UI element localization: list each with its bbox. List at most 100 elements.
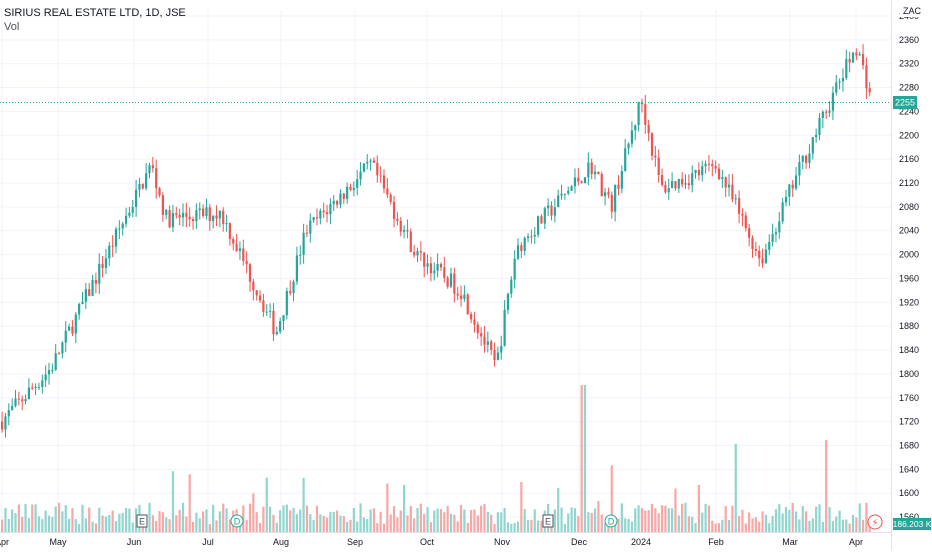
candle-body (339, 193, 342, 205)
candle-body (118, 228, 121, 230)
volume-bar (587, 512, 590, 532)
candle-body (758, 250, 761, 259)
volume-bar (590, 512, 593, 532)
volume-bar (205, 509, 208, 532)
candle-body (506, 293, 510, 310)
volume-bar (727, 520, 731, 532)
marker-glyph: E (139, 517, 145, 527)
candle-body (1, 421, 4, 430)
volume-bar (315, 505, 319, 532)
volume-bar (583, 385, 587, 532)
candle-body (279, 321, 282, 332)
candle-body (486, 341, 489, 345)
currency-label[interactable]: ZAC (900, 5, 924, 17)
volume-bar (128, 508, 131, 532)
candle-body (470, 314, 473, 320)
x-tick-label: Sep (347, 537, 363, 547)
volume-bar (671, 508, 674, 532)
candle-body (406, 229, 409, 232)
x-tick-label: Mar (782, 537, 798, 547)
volume-bar (292, 507, 295, 532)
candle-body (583, 177, 587, 184)
candle-body (222, 210, 225, 225)
volume-bar (399, 510, 402, 532)
time-axis[interactable]: Apr May Jun Jul Aug Sep Oct Nov Dec 2024 Feb Mar Apr (0, 537, 863, 547)
candle-body (600, 173, 603, 197)
candle-body (84, 289, 87, 302)
candle-body (748, 228, 751, 238)
candle-body (389, 194, 392, 202)
candle-body (573, 177, 577, 187)
volume-bar (222, 503, 225, 532)
candle-body (828, 110, 831, 113)
symbol-title[interactable]: SIRIUS REAL ESTATE LTD, 1D, JSE (4, 7, 186, 19)
candle-body (369, 160, 372, 162)
volume-bar (342, 516, 345, 532)
volume-bar (37, 516, 41, 532)
alert-button[interactable]: ⚡ (867, 514, 883, 530)
x-tick-label: Dec (571, 537, 588, 547)
candle-body (523, 237, 526, 251)
volume-bar (78, 524, 81, 532)
candle-body (68, 326, 71, 331)
volume-bar (366, 519, 369, 532)
volume-bar (506, 522, 510, 532)
volume-bar (674, 488, 677, 532)
candle-body (537, 216, 540, 235)
volume-bar (744, 523, 747, 532)
candle-body (413, 252, 416, 256)
volume-bar (245, 520, 248, 532)
lightning-icon: ⚡ (871, 518, 878, 529)
y-tick-label: 1720 (899, 417, 919, 427)
volume-bar (831, 521, 834, 532)
candle-body (208, 207, 211, 221)
candle-body (604, 192, 607, 197)
y-tick-label: 1840 (899, 345, 919, 355)
volume-bar (322, 515, 325, 532)
volume-bar (480, 505, 483, 532)
volume-bar (382, 523, 386, 532)
volume-bar (660, 505, 664, 532)
candle-body (848, 58, 851, 63)
volume-bar (202, 511, 205, 532)
volume-bar (329, 511, 332, 532)
candle-body (17, 398, 20, 400)
chart-legend: SIRIUS REAL ESTATE LTD, 1D, JSE Vol (4, 6, 186, 34)
candle-body (516, 245, 520, 259)
volume-bar (794, 511, 798, 532)
candle-body (295, 255, 298, 282)
dividend-marker: D (604, 514, 618, 528)
candle-body (195, 210, 198, 222)
volume-bar (493, 524, 496, 532)
candle-body (44, 374, 47, 381)
volume-bar (309, 514, 312, 532)
candle-body (292, 281, 295, 294)
volume-bar (731, 505, 734, 532)
volume-bar (88, 507, 91, 532)
candle-body (121, 223, 124, 229)
volume-bar (470, 510, 473, 532)
volume-bar (111, 510, 114, 532)
candle-body (205, 207, 208, 216)
candle-body (590, 162, 593, 175)
volume-bar (791, 502, 794, 532)
candle-body (309, 220, 312, 234)
earnings-marker: E (542, 514, 554, 528)
candle-body (788, 184, 791, 197)
candle-body (242, 248, 245, 261)
candle-body (761, 258, 764, 264)
marker-frame (230, 514, 244, 528)
candle-body (744, 215, 747, 229)
x-tick-label: Jun (127, 537, 142, 547)
volume-bar (392, 506, 396, 532)
volume-bar (4, 507, 7, 532)
volume-bar (738, 516, 741, 532)
volume-bar (861, 519, 865, 532)
candle-body (128, 212, 131, 216)
volume-bar (339, 515, 342, 532)
volume-bar (54, 506, 57, 532)
candle-body (27, 387, 30, 400)
candle-body (289, 291, 292, 294)
